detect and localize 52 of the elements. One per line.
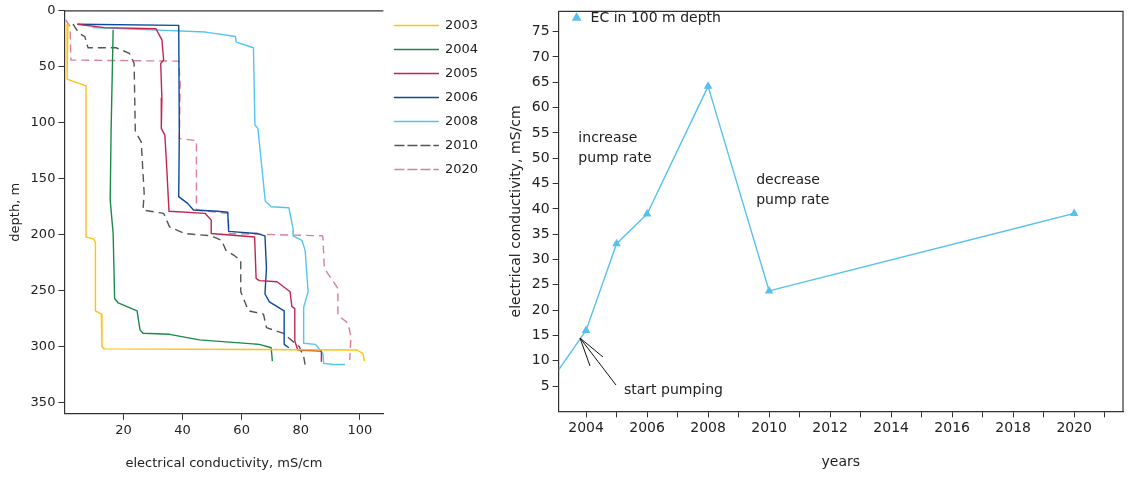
y-tick-label: 50	[38, 58, 56, 74]
y-tick-label: 15	[531, 326, 550, 343]
legend-label: EC in 100 m depth	[590, 8, 721, 25]
legend-label: 2006	[444, 88, 479, 104]
annotation: increase pump rate	[578, 129, 652, 166]
legend-label: 2008	[444, 112, 479, 128]
x-tick-label: 60	[233, 421, 250, 437]
x-tick-label: 2014	[873, 419, 910, 436]
y-tick-label: 0	[47, 2, 56, 18]
y-tick-label: 60	[531, 98, 550, 115]
y-tick-label: 350	[30, 393, 56, 409]
x-tick-label: 40	[174, 421, 191, 437]
x-tick-label: 2018	[995, 419, 1031, 436]
legend-label: 2004	[444, 40, 479, 56]
y-tick-label: 45	[531, 174, 550, 191]
x-tick-label: 2020	[1056, 419, 1093, 436]
y-tick-label: 200	[30, 226, 56, 242]
x-tick-label: 2004	[568, 419, 604, 436]
y-tick-label: 300	[30, 338, 56, 354]
y-tick-label: 5	[540, 376, 550, 393]
x-tick-label: 80	[292, 421, 309, 437]
annotation: decrease pump rate	[756, 171, 830, 208]
y-tick-label: 70	[531, 47, 550, 64]
y-axis-title: depth, m	[7, 182, 23, 242]
y-tick-label: 30	[531, 250, 550, 267]
x-tick-label: 20	[115, 421, 132, 437]
y-axis-title: electrical conductivity, mS/cm	[507, 105, 524, 318]
annotation: start pumping	[623, 380, 723, 397]
y-tick-label: 100	[30, 114, 56, 130]
y-tick-label: 25	[531, 275, 550, 292]
y-tick-label: 150	[30, 170, 56, 186]
y-tick-label: 35	[531, 224, 550, 241]
x-tick-label: 2016	[934, 419, 971, 436]
y-tick-label: 10	[531, 351, 550, 368]
y-tick-label: 250	[30, 282, 56, 298]
x-tick-label: 100	[347, 421, 373, 437]
legend-label: 2003	[444, 16, 479, 32]
x-axis-title: electrical conductivity, mS/cm	[125, 454, 323, 470]
x-tick-label: 2012	[812, 419, 848, 436]
y-tick-label: 75	[531, 22, 550, 39]
x-tick-label: 2010	[751, 419, 787, 436]
x-tick-label: 2006	[629, 419, 665, 436]
legend-label: 2010	[444, 136, 479, 152]
y-tick-label: 55	[531, 123, 550, 140]
y-tick-label: 65	[531, 72, 550, 89]
y-tick-label: 40	[531, 199, 550, 216]
y-tick-label: 50	[531, 148, 550, 165]
x-tick-label: 2008	[690, 419, 726, 436]
y-tick-label: 20	[531, 300, 550, 317]
legend-label: 2020	[444, 160, 479, 176]
legend-label: 2005	[444, 64, 479, 80]
x-axis-title: years	[821, 453, 861, 470]
